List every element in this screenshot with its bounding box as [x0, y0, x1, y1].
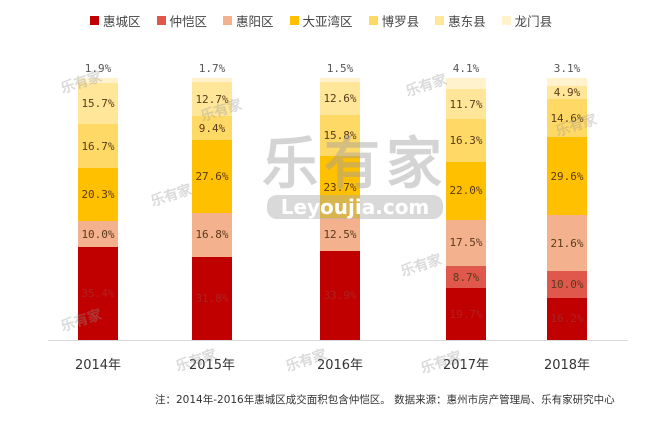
bar-segment: 31.8%	[192, 256, 232, 340]
data-label: 35.4%	[81, 287, 115, 301]
data-label: 31.8%	[195, 291, 229, 305]
data-label: 10.0%	[81, 227, 115, 241]
bar-segment: 16.7%	[78, 124, 118, 168]
data-label-top: 1.9%	[84, 62, 112, 75]
x-axis-line	[48, 340, 628, 341]
bar-segment: 27.6%	[192, 140, 232, 213]
bar-segment	[320, 78, 360, 82]
data-label: 16.3%	[449, 134, 483, 148]
legend-label: 惠东县	[448, 13, 486, 29]
data-label: 29.6%	[550, 169, 584, 183]
bar-segment: 35.4%	[78, 247, 118, 340]
bar-segment: 9.4%	[192, 115, 232, 141]
bar-segment: 11.7%	[446, 88, 486, 120]
legend-swatch-icon	[90, 15, 99, 25]
data-label: 19.7%	[449, 307, 483, 321]
bar-segment: 20.3%	[78, 167, 118, 222]
bar-segment: 12.5%	[320, 218, 360, 252]
data-label: 4.9%	[553, 86, 581, 100]
legend-item: 龙门县	[501, 11, 553, 30]
data-label: 15.8%	[323, 129, 357, 143]
bar-2018年: 16.2% 10.0% 21.6% 29.6% 14.6% 4.9%	[547, 78, 587, 340]
x-axis-tick-label: 2014年	[74, 358, 122, 373]
bar-segment: 17.5%	[446, 219, 486, 266]
bar-segment: 16.8%	[192, 212, 232, 257]
data-label: 22.0%	[449, 184, 483, 198]
bar-segment	[78, 78, 118, 84]
x-axis-tick-label: 2017年	[442, 358, 490, 373]
bar-segment	[192, 78, 232, 83]
data-label: 20.3%	[81, 187, 115, 201]
bar-segment: 12.7%	[192, 82, 232, 116]
bar-2014年: 35.4% 10.0% 20.3% 16.7% 15.7%	[78, 78, 118, 340]
legend-label: 龙门县	[514, 13, 553, 29]
legend-swatch-icon	[435, 15, 445, 25]
legend-swatch-icon	[289, 15, 299, 25]
data-label: 8.7%	[452, 270, 480, 284]
data-label: 17.5%	[449, 236, 483, 250]
data-label: 15.7%	[81, 97, 115, 111]
x-axis-tick-label: 2018年	[543, 358, 591, 373]
bar-segment: 12.6%	[320, 81, 360, 115]
data-label: 14.6%	[550, 111, 584, 125]
data-label-top: 1.7%	[198, 62, 226, 75]
data-label: 21.6%	[550, 236, 584, 250]
legend-label: 仲恺区	[169, 13, 208, 29]
legend-item: 博罗县	[368, 11, 420, 30]
bar-segment	[446, 78, 486, 89]
data-label: 10.0%	[550, 277, 584, 291]
x-axis-tick-label: 2015年	[188, 358, 236, 373]
bar-segment: 4.9%	[547, 86, 587, 99]
legend-item: 惠阳区	[223, 11, 274, 30]
legend-swatch-icon	[368, 15, 378, 25]
bar-segment	[547, 78, 587, 87]
legend-label: 惠阳区	[236, 13, 274, 29]
legend-item: 仲恺区	[156, 11, 208, 30]
chart-footnote: 注：2014年-2016年惠城区成交面积包含仲恺区。 数据来源：惠州市房产管理局…	[155, 394, 615, 406]
legend-swatch-icon	[156, 15, 166, 25]
data-label: 9.4%	[198, 121, 226, 135]
data-label: 16.7%	[81, 139, 115, 153]
bar-segment: 8.7%	[446, 265, 486, 289]
legend-label: 大亚湾区	[302, 13, 353, 29]
legend-item: 大亚湾区	[289, 11, 353, 30]
bar-2016年: 33.9% 12.5% 23.7% 15.8% 12.6%	[320, 78, 360, 340]
bar-segment: 10.0%	[78, 221, 118, 248]
data-label: 16.8%	[195, 228, 229, 242]
legend-label: 惠城区	[103, 13, 141, 29]
legend-item: 惠东县	[435, 11, 486, 30]
data-label-top: 4.1%	[452, 62, 480, 75]
data-label-top: 1.5%	[326, 62, 354, 75]
bar-segment: 21.6%	[547, 214, 587, 272]
data-label: 12.6%	[323, 91, 357, 105]
bar-segment: 19.7%	[446, 288, 486, 340]
bar-2015年: 31.8% 16.8% 27.6% 9.4% 12.7%	[192, 78, 232, 340]
bar-segment: 14.6%	[547, 99, 587, 138]
bar-segment: 29.6%	[547, 137, 587, 215]
data-label: 12.5%	[323, 228, 357, 242]
bar-segment: 16.3%	[446, 119, 486, 163]
legend-item: 惠城区	[90, 11, 141, 30]
data-label: 23.7%	[323, 180, 357, 194]
bar-segment: 33.9%	[320, 251, 360, 340]
chart-legend: 惠城区 仲恺区 惠阳区 大亚湾区 博罗县 惠东县 龙门县	[90, 10, 638, 30]
data-label-top: 3.1%	[553, 62, 581, 75]
legend-swatch-icon	[501, 15, 511, 25]
data-label: 27.6%	[195, 170, 229, 184]
bar-segment: 15.7%	[78, 83, 118, 125]
data-label: 33.9%	[323, 289, 357, 303]
bar-segment: 23.7%	[320, 156, 360, 219]
legend-label: 博罗县	[381, 13, 420, 29]
bar-2017年: 19.7% 8.7% 17.5% 22.0% 16.3% 11.7%	[446, 78, 486, 340]
bar-segment: 10.0%	[547, 271, 587, 298]
legend-swatch-icon	[223, 15, 233, 25]
data-label: 16.2%	[550, 312, 584, 326]
bar-segment: 15.8%	[320, 114, 360, 157]
data-label: 12.7%	[195, 92, 229, 106]
data-label: 11.7%	[449, 97, 483, 111]
bar-segment: 16.2%	[547, 297, 587, 340]
x-axis-tick-label: 2016年	[316, 358, 364, 373]
bar-segment: 22.0%	[446, 162, 486, 220]
